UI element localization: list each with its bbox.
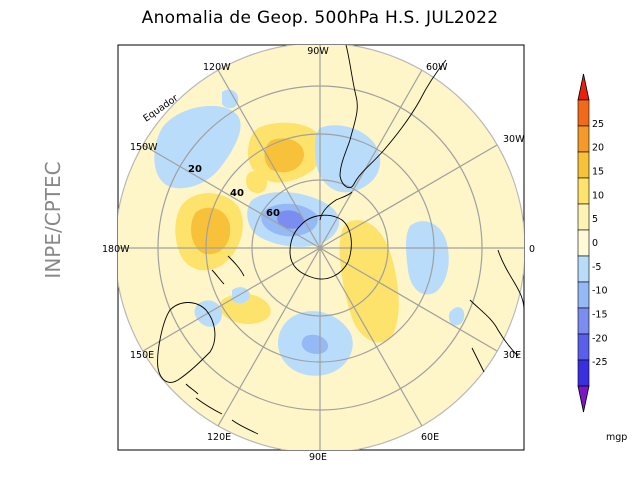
lat-label-20: 20 [188, 164, 202, 175]
colorbar-tick-label: -20 [592, 333, 608, 344]
colorbar-tick-label: 5 [592, 214, 598, 225]
island-coasts [185, 383, 259, 435]
lon-label-30w: 30W [503, 134, 525, 145]
negative-anomaly [154, 105, 241, 189]
positive-anomaly [220, 293, 271, 324]
side-label-text: INPE/CPTEC [41, 161, 65, 278]
meridian-grid [118, 45, 524, 450]
negative-anomaly-core [301, 334, 328, 354]
colorbar-tick-label: -5 [592, 262, 601, 273]
new-zealand-coast [211, 255, 245, 285]
lon-label-90e: 90E [309, 452, 327, 463]
south-america-coast [339, 45, 447, 189]
colorbar-band [577, 359, 590, 387]
colorbar-tick-label: 25 [592, 119, 604, 130]
colorbar-band [577, 333, 590, 361]
lon-label-180w: 180W [102, 244, 130, 255]
colorbar-tick-label: 15 [592, 167, 604, 178]
lon-label-150w: 150W [130, 142, 158, 153]
lon-label-150e: 150E [130, 350, 154, 361]
lon-label-0: 0 [529, 244, 535, 255]
colorbar-tick-label: -10 [592, 286, 608, 297]
colorbar-tick-label: 10 [592, 190, 604, 201]
positive-anomaly [246, 171, 268, 194]
madagascar-coast [471, 347, 485, 373]
colorbar-tick-label: 20 [592, 143, 604, 154]
colorbar-band [577, 255, 590, 283]
lat-label-40: 40 [230, 188, 244, 199]
positive-anomaly [339, 220, 399, 343]
colorbar-arrow-top [577, 73, 590, 101]
lon-label-120e: 120E [207, 432, 231, 443]
colorbar-band [577, 99, 590, 127]
colorbar-tick-label: 0 [592, 238, 598, 249]
lat-label-60: 60 [266, 208, 280, 219]
colorbar: 25 20 15 10 5 0 -5 -10 -15 -20 -25 [577, 73, 608, 413]
colorbar-band [577, 151, 590, 179]
colorbar-tick-label: -25 [592, 357, 608, 368]
negative-anomaly [222, 89, 239, 109]
negative-anomaly [406, 221, 449, 295]
positive-anomaly-core [264, 138, 305, 173]
map-title: Anomalia de Geop. 500hPa H.S. JUL2022 [141, 8, 499, 28]
side-label: INPE/CPTEC [41, 161, 65, 278]
lon-label-60w: 60W [426, 62, 448, 73]
meridian-150w-30e [142, 144, 498, 352]
lon-label-60e: 60E [421, 432, 439, 443]
colorbar-tick-label: -15 [592, 310, 608, 321]
colorbar-band [577, 229, 590, 257]
lon-label-120w: 120W [203, 62, 231, 73]
negative-anomaly [314, 125, 381, 193]
positive-anomaly-core [191, 207, 231, 255]
colorbar-band [577, 125, 590, 153]
longitude-labels: 90W 60W 30W 0 30E 60E 90E 120E 150E 180W… [102, 46, 535, 463]
lon-label-90w: 90W [307, 46, 329, 57]
australia-coast [157, 302, 216, 383]
negative-anomaly [448, 307, 465, 326]
lon-label-30e: 30E [503, 350, 521, 361]
negative-anomaly-center [277, 210, 304, 229]
coastlines [157, 45, 524, 435]
antarctica-coast [289, 191, 353, 280]
colorbar-band [577, 203, 590, 231]
colorbar-band [577, 177, 590, 205]
anomaly-field [154, 89, 465, 376]
colorbar-band [577, 307, 590, 335]
colorbar-band [577, 281, 590, 309]
colorbar-unit: mgp [606, 432, 627, 443]
africa-coast [469, 249, 524, 357]
colorbar-arrow-bottom [577, 385, 590, 413]
